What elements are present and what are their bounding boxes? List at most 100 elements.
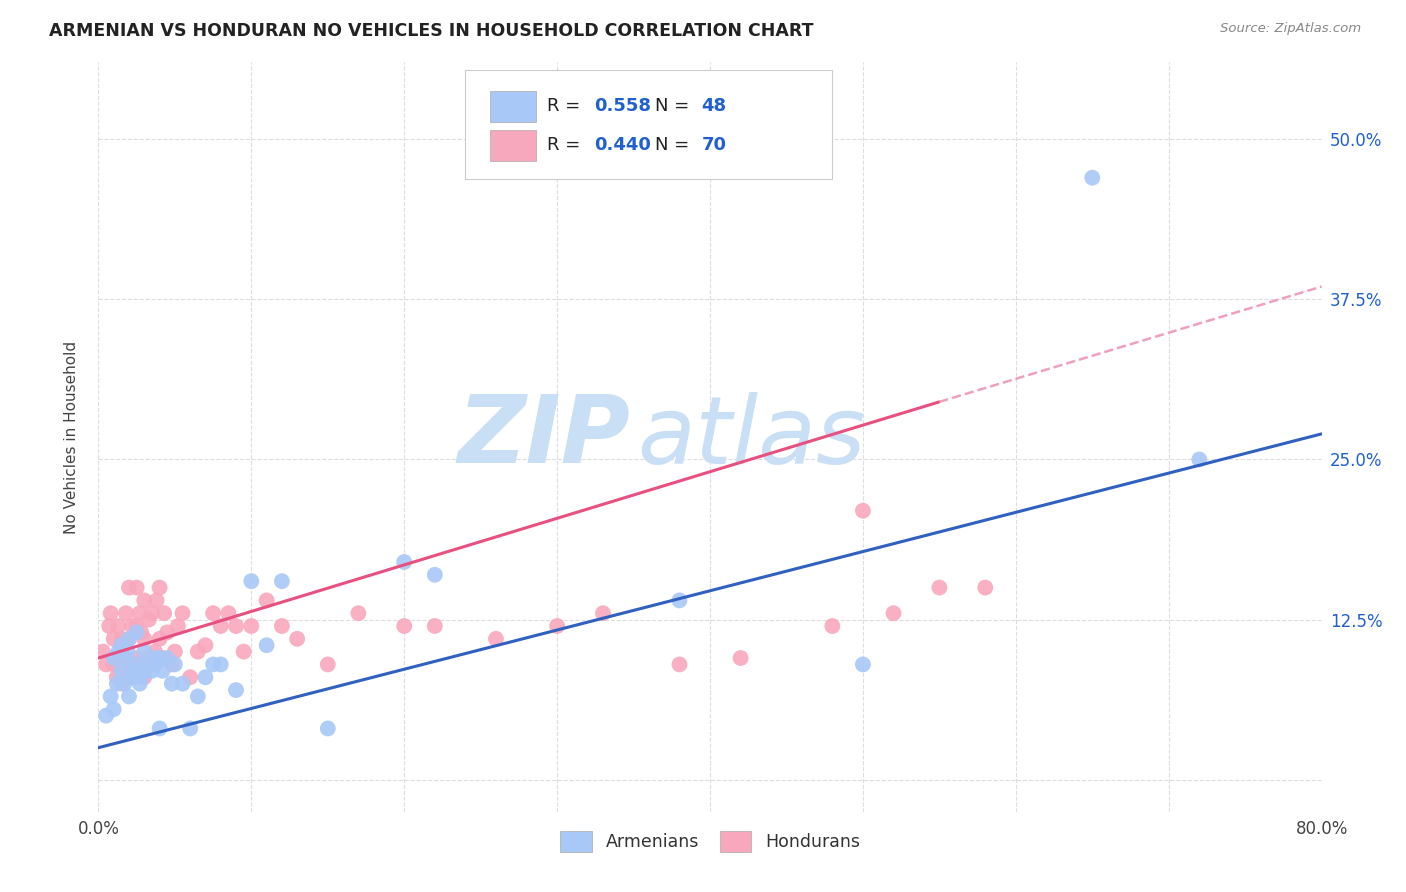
Point (141, 664, 163, 678)
Point (149, 581, 172, 595)
Point (256, 638, 278, 652)
Point (115, 606, 138, 620)
Point (105, 676, 128, 690)
Point (122, 664, 145, 678)
Point (592, 606, 614, 620)
Point (202, 606, 225, 620)
Point (134, 670, 156, 684)
Point (546, 619, 568, 633)
FancyBboxPatch shape (465, 70, 832, 178)
Text: ARMENIAN VS HONDURAN NO VEHICLES IN HOUSEHOLD CORRELATION CHART: ARMENIAN VS HONDURAN NO VEHICLES IN HOUS… (49, 22, 814, 40)
Point (153, 606, 176, 620)
Point (145, 593, 167, 607)
Point (156, 651, 179, 665)
Point (134, 593, 156, 607)
FancyBboxPatch shape (489, 91, 536, 122)
Point (134, 664, 156, 678)
Point (125, 625, 148, 640)
Text: N =: N = (655, 97, 695, 115)
Point (115, 651, 138, 665)
Point (103, 651, 125, 665)
Point (117, 645, 139, 659)
Text: N =: N = (655, 136, 695, 153)
Point (392, 619, 416, 633)
Text: R =: R = (547, 136, 586, 153)
Point (118, 670, 141, 684)
Point (115, 651, 138, 665)
Point (240, 619, 263, 633)
Point (141, 657, 163, 672)
Point (125, 651, 148, 665)
Point (485, 632, 508, 646)
Point (128, 676, 150, 690)
Point (1081, 170, 1104, 185)
Point (128, 657, 150, 672)
Point (187, 690, 209, 704)
Point (883, 606, 905, 620)
Point (852, 504, 875, 518)
Point (179, 670, 201, 684)
Point (118, 690, 141, 704)
Point (316, 722, 339, 736)
Point (156, 625, 179, 640)
Point (152, 651, 174, 665)
Point (134, 632, 156, 646)
Point (149, 632, 172, 646)
Point (125, 657, 148, 672)
Point (107, 645, 129, 659)
Point (392, 555, 416, 569)
Point (270, 619, 292, 633)
Point (202, 657, 225, 672)
Point (194, 638, 217, 652)
FancyBboxPatch shape (489, 130, 536, 161)
Point (974, 581, 997, 595)
Point (121, 619, 143, 633)
Point (668, 593, 690, 607)
Point (118, 632, 141, 646)
Point (110, 664, 132, 678)
Point (232, 645, 254, 659)
Point (270, 574, 292, 589)
Point (143, 645, 166, 659)
Text: 0.440: 0.440 (593, 136, 651, 153)
Text: ZIP: ZIP (457, 391, 630, 483)
Point (149, 651, 172, 665)
Point (103, 657, 125, 672)
Point (94, 657, 117, 672)
Point (112, 676, 135, 690)
Point (209, 657, 232, 672)
Point (225, 683, 247, 698)
Y-axis label: No Vehicles in Household: No Vehicles in Household (65, 341, 79, 533)
Text: Source: ZipAtlas.com: Source: ZipAtlas.com (1220, 22, 1361, 36)
Point (138, 613, 160, 627)
Point (187, 645, 209, 659)
Point (179, 722, 201, 736)
Point (143, 657, 166, 672)
Point (107, 619, 129, 633)
Point (129, 670, 152, 684)
Point (1188, 452, 1211, 467)
Point (121, 657, 143, 672)
Point (209, 619, 232, 633)
Point (118, 581, 141, 595)
Point (141, 606, 163, 620)
Point (668, 657, 690, 672)
Text: R =: R = (547, 97, 586, 115)
Point (105, 670, 128, 684)
Text: 70: 70 (702, 136, 727, 153)
Point (160, 676, 183, 690)
Point (730, 651, 752, 665)
Text: atlas: atlas (637, 392, 865, 483)
Point (110, 676, 132, 690)
Point (129, 625, 152, 640)
Point (103, 632, 125, 646)
Point (347, 606, 370, 620)
Point (118, 632, 141, 646)
Point (110, 638, 132, 652)
Point (125, 581, 148, 595)
Text: 48: 48 (702, 97, 727, 115)
Point (821, 619, 844, 633)
Point (91, 645, 114, 659)
Point (172, 676, 194, 690)
Point (167, 619, 190, 633)
